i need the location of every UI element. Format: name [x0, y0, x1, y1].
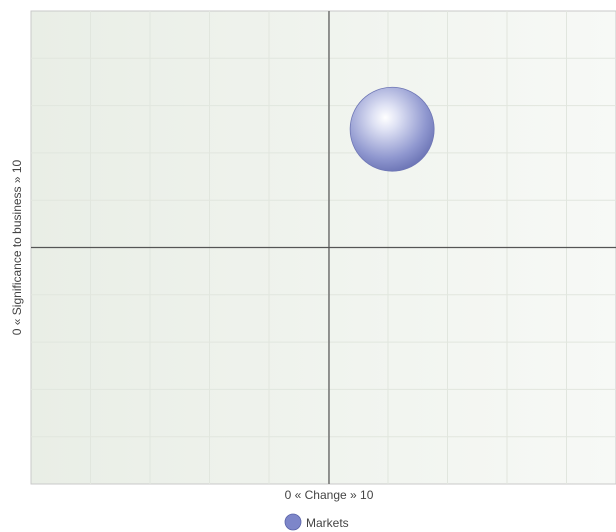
x-axis-label: 0 « Change » 10 — [285, 488, 374, 502]
legend-marker[interactable] — [284, 513, 302, 531]
legend-label[interactable]: Markets — [306, 516, 349, 530]
bubbles-layer — [349, 86, 435, 172]
bubble-point[interactable] — [349, 86, 435, 172]
legend: Markets — [284, 513, 349, 531]
quadrant-lines — [31, 11, 616, 484]
y-axis-label: 0 « Significance to business » 10 — [10, 159, 24, 335]
